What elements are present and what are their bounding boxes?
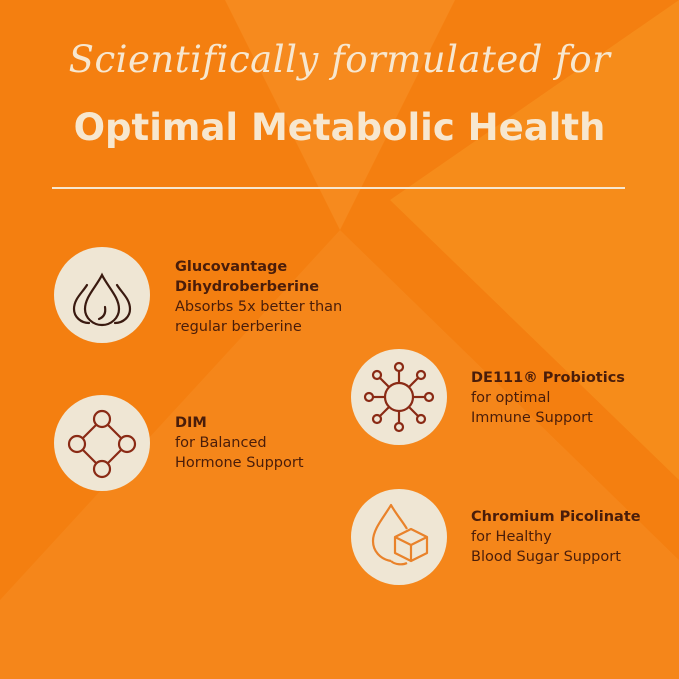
feature-probiotics: DE111® Probiotics for optimal Immune Sup… — [471, 368, 625, 428]
feature-name: Dihydroberberine — [175, 279, 320, 295]
page-title: Optimal Metabolic Health — [73, 106, 606, 149]
feature-name: DIM — [175, 415, 207, 431]
molecule-icon — [54, 395, 150, 491]
feature-chromium: Chromium Picolinate for Healthy Blood Su… — [471, 507, 641, 567]
feature-desc: for Healthy — [471, 529, 552, 545]
feature-dim: DIM for Balanced Hormone Support — [175, 413, 304, 473]
feature-desc: Blood Sugar Support — [471, 549, 621, 565]
feature-name: Glucovantage — [175, 259, 288, 275]
feature-desc: regular berberine — [175, 319, 302, 335]
divider — [52, 187, 625, 189]
drops-icon — [54, 247, 150, 343]
feature-desc: for Balanced — [175, 435, 267, 451]
feature-name: DE111® Probiotics — [471, 370, 625, 386]
subtitle: Scientifically formulated for — [68, 38, 611, 81]
feature-desc: Immune Support — [471, 410, 593, 426]
virus-icon — [351, 349, 447, 445]
feature-name: Chromium Picolinate — [471, 509, 641, 525]
sugar-drop-icon — [351, 489, 447, 585]
feature-desc: for optimal — [471, 390, 551, 406]
feature-desc: Absorbs 5x better than — [175, 299, 343, 315]
feature-desc: Hormone Support — [175, 455, 304, 471]
feature-glucovantage: Glucovantage Dihydroberberine Absorbs 5x… — [175, 257, 342, 337]
